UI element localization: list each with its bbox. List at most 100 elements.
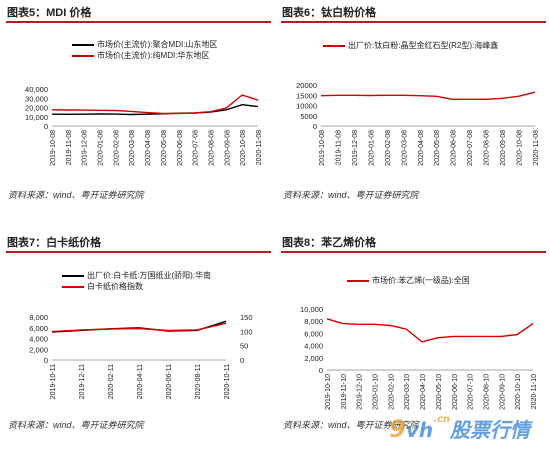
y2-tick-label: 150 (240, 313, 253, 322)
x-tick-label: 2019-12-11 (79, 364, 86, 399)
legend-label: 白卡纸价格指数 (87, 282, 143, 291)
y-tick-label: 0 (44, 356, 48, 365)
watermark-domain: .cn (433, 414, 450, 425)
x-tick-label: 2020-05-08 (434, 130, 441, 166)
y-tick-label: 0 (313, 122, 317, 131)
legend-label: 市场价(主流价):纯MDI:华东地区 (97, 51, 210, 60)
legend-item: 市场价(主流价):纯MDI:华东地区 (72, 50, 217, 61)
y-tick-label: 4,000 (304, 342, 323, 351)
y-tick-label: 30,000 (25, 94, 48, 103)
x-tick-label: 2020-06-10 (452, 374, 459, 410)
panel-titanium-dioxide-price: 图表6：钛白粉价格 0 5000 10000 15000 20000 2019-10-08… (281, 6, 546, 201)
legend-item: 市场价:苯乙烯(一级品):全国 (347, 275, 470, 286)
chart-area: 0 2,000 4,000 6,000 8,000 0 50 100 150 2019-10-11… (6, 253, 271, 416)
x-tick-label: 2020-08-08 (484, 130, 491, 166)
y-tick-label: 6,000 (29, 324, 48, 333)
y2-tick-label: 50 (240, 342, 248, 351)
chart-area: 0 2,000 4,000 6,000 8,000 10,000 2019-10-10 201… (281, 253, 546, 416)
source-note: 资料来源：wind、粤开证券研究院 (8, 420, 144, 430)
watermark-text: 股票行情 (450, 418, 530, 442)
x-tick-label: 2020-03-08 (401, 130, 408, 166)
x-tick-label: 2019-11-08 (335, 130, 342, 165)
x-tick-label: 2020-04-11 (137, 364, 144, 399)
panel-title: 图表6：钛白粉价格 (281, 6, 546, 23)
x-tick-label: 2019-10-10 (325, 374, 332, 410)
y-tick-label: 8,000 (304, 317, 323, 326)
x-tick-label: 2020-01-08 (98, 130, 105, 166)
x-tick-label: 2020-08-10 (483, 374, 490, 410)
legend-item: 白卡纸价格指数 (62, 281, 211, 292)
x-tick-label: 2020-03-08 (129, 130, 136, 166)
series-line (326, 318, 534, 343)
x-tick-label: 2019-12-10 (357, 374, 364, 410)
panel-styrene-price: 图表8：苯乙烯价格 0 2,000 4,000 6,000 8,000 10,000 201… (281, 236, 546, 431)
x-tick-label: 2020-11-08 (533, 130, 540, 165)
legend-label: 出厂价:钛白粉:晶型金红石型(R2型):海峰鑫 (348, 41, 499, 50)
x-tick-label: 2019-10-08 (50, 130, 57, 166)
panel-mdi-price: 图表5：MDI 价格 0 10,000 20,000 30,000 40,000 2019… (6, 6, 271, 201)
legend-label: 市场价:苯乙烯(一级品):全国 (372, 276, 470, 285)
legend-swatch (72, 54, 94, 57)
x-tick-label: 2020-10-08 (240, 130, 247, 166)
source-note: 资料来源：wind、粤开证券研究院 (283, 420, 419, 430)
x-tick-label: 2020-07-10 (468, 374, 475, 410)
legend-swatch (347, 279, 369, 282)
legend-swatch (62, 285, 84, 288)
x-tick-label: 2020-01-10 (373, 374, 380, 410)
y2-tick-label: 0 (240, 356, 244, 365)
x-tick-label: 2019-11-10 (341, 374, 348, 409)
legend-swatch (323, 44, 345, 47)
x-tick-label: 2020-10-11 (224, 364, 231, 399)
x-tick-label: 2020-02-08 (113, 130, 120, 166)
y-tick-label: 10,000 (25, 113, 48, 122)
x-tick-label: 2020-04-08 (145, 130, 152, 166)
styrene-price-chart: 0 2,000 4,000 6,000 8,000 10,000 2019-10-10 201… (300, 305, 538, 410)
x-tick-label: 2020-05-10 (436, 374, 443, 410)
series-line (320, 91, 536, 101)
source-note: 资料来源：wind、粤开证券研究院 (283, 190, 419, 200)
legend-item: 市场价(主流价):聚合MDI:山东地区 (72, 39, 217, 50)
legend: 出厂价:白卡纸:万国纸业(骄阳):华南 白卡纸价格指数 (62, 270, 211, 292)
x-tick-label: 2020-02-10 (388, 374, 395, 410)
x-tick-label: 2020-06-08 (177, 130, 184, 166)
x-tick-label: 2020-03-10 (404, 374, 411, 410)
series-line (51, 322, 227, 333)
y-tick-label: 20000 (296, 81, 317, 90)
legend-swatch (72, 43, 94, 46)
panel-white-cardboard-price: 图表7：白卡纸价格 0 2,000 4,000 6,000 8,000 0 50 100 150… (6, 236, 271, 431)
x-tick-label: 2019-12-08 (82, 130, 89, 166)
y-tick-label: 15000 (296, 91, 317, 100)
y-tick-label: 20,000 (25, 104, 48, 113)
y-tick-label: 10,000 (300, 305, 323, 314)
x-tick-label: 2020-08-11 (195, 364, 202, 399)
x-tick-label: 2019-11-08 (66, 130, 73, 165)
x-tick-label: 2020-08-08 (208, 130, 215, 166)
x-tick-label: 2020-10-08 (517, 130, 524, 166)
y2-tick-label: 100 (240, 327, 253, 336)
x-tick-label: 2020-09-10 (499, 374, 506, 410)
x-tick-label: 2020-06-08 (451, 130, 458, 166)
watermark-nine: 9 (389, 415, 406, 443)
x-tick-label: 2020-01-08 (368, 130, 375, 166)
x-tick-label: 2020-06-11 (166, 364, 173, 399)
legend-label: 出厂价:白卡纸:万国纸业(骄阳):华南 (87, 271, 211, 280)
source-note: 资料来源：wind、粤开证券研究院 (8, 190, 144, 200)
legend-swatch (62, 274, 84, 277)
legend-item: 出厂价:钛白粉:晶型金红石型(R2型):海峰鑫 (323, 40, 498, 51)
y-tick-label: 4,000 (29, 335, 48, 344)
x-tick-label: 2019-12-08 (352, 130, 359, 166)
chart-area: 0 10,000 20,000 30,000 40,000 2019-10-08 2019-… (6, 23, 271, 186)
watermark-site: vh (405, 418, 434, 442)
x-tick-label: 2020-02-08 (385, 130, 392, 166)
x-tick-label: 2019-10-08 (319, 130, 326, 166)
x-tick-label: 2019-10-11 (50, 364, 57, 399)
x-tick-label: 2020-04-08 (418, 130, 425, 166)
legend-label: 市场价(主流价):聚合MDI:山东地区 (97, 40, 218, 49)
y-tick-label: 2,000 (29, 345, 48, 354)
y-tick-label: 5000 (300, 112, 317, 121)
x-tick-label: 2020-09-08 (224, 130, 231, 166)
series-line (51, 94, 259, 115)
panel-title: 图表5：MDI 价格 (6, 6, 271, 23)
